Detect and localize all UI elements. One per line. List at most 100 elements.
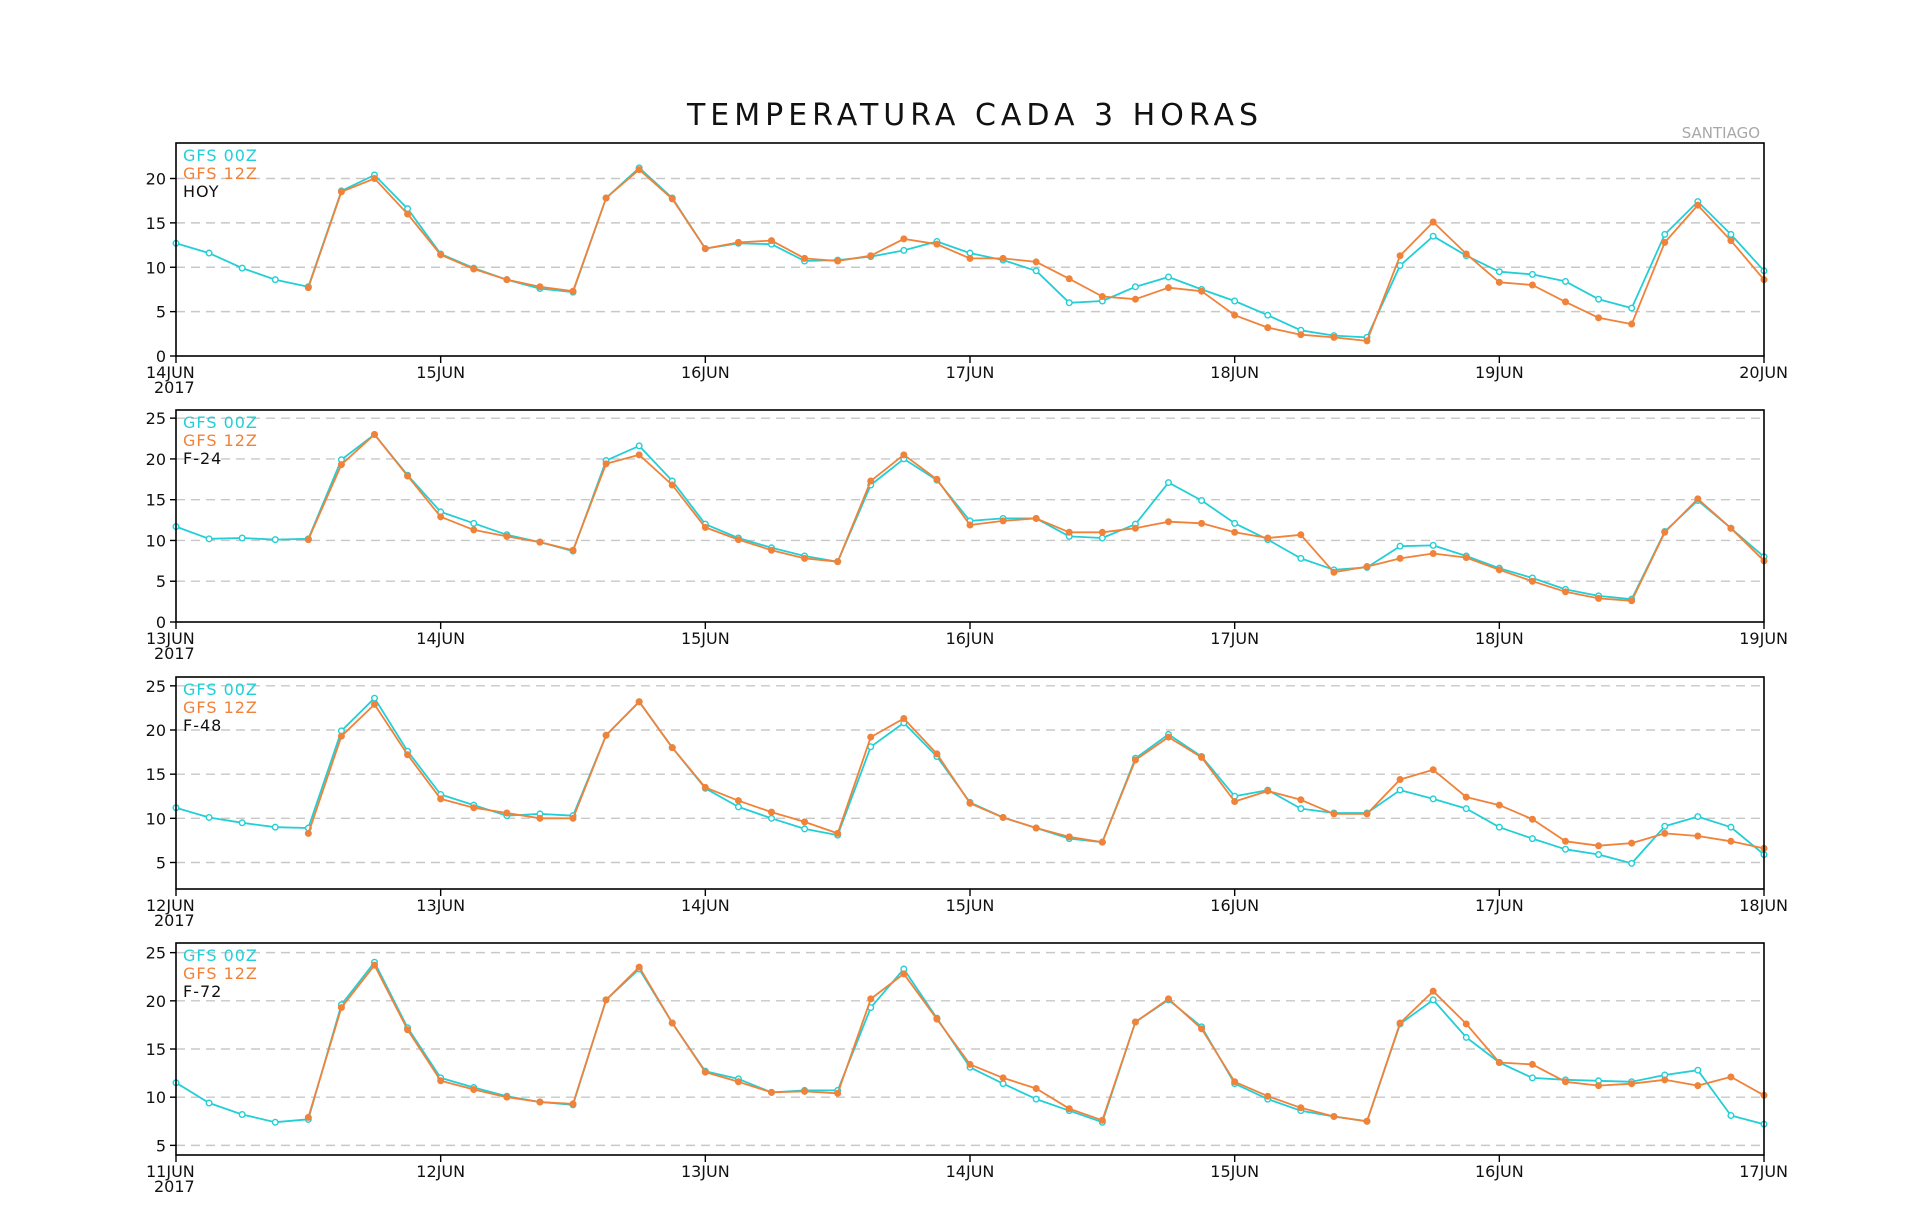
data-point-gfs-00z: [205, 249, 213, 257]
data-point-gfs-12z: [701, 523, 709, 531]
data-point-gfs-12z: [801, 1087, 809, 1095]
data-point-gfs-12z: [668, 195, 676, 203]
y-tick-label: 10: [146, 258, 166, 277]
chart-panel-1: 0 5 10 15 20 14JUN 15JUN 16JUN 17JUN 18JUN 19JUN 20…: [146, 142, 1788, 397]
data-point-gfs-00z: [635, 442, 643, 450]
data-point-gfs-00z: [1065, 299, 1073, 307]
y-tick-label: 5: [156, 854, 166, 873]
data-point-gfs-12z: [1032, 824, 1040, 832]
data-point-gfs-12z: [371, 430, 379, 438]
data-point-gfs-00z: [1628, 304, 1636, 312]
x-tick-label: 18JUN: [1210, 363, 1259, 382]
data-point-gfs-12z: [1694, 1082, 1702, 1090]
legend-entry: GFS 00Z: [183, 413, 258, 432]
data-point-gfs-00z: [1396, 786, 1404, 794]
data-point-gfs-12z: [701, 1068, 709, 1076]
data-point-gfs-12z: [536, 283, 544, 291]
data-point-gfs-12z: [1561, 837, 1569, 845]
data-point-gfs-12z: [304, 1113, 312, 1121]
data-point-gfs-00z: [1098, 534, 1106, 542]
data-point-gfs-12z: [1198, 1025, 1206, 1033]
data-point-gfs-12z: [1595, 1082, 1603, 1090]
location-label: SANTIAGO: [1682, 124, 1760, 142]
data-point-gfs-12z: [1131, 295, 1139, 303]
data-point-gfs-12z: [1131, 1018, 1139, 1026]
data-point-gfs-12z: [602, 996, 610, 1004]
data-point-gfs-12z: [1429, 550, 1437, 558]
x-tick-label: 13JUN: [146, 629, 195, 648]
data-point-gfs-12z: [371, 700, 379, 708]
data-point-gfs-00z: [205, 813, 213, 821]
data-point-gfs-12z: [1131, 524, 1139, 532]
chart-panels: 0 5 10 15 20 14JUN 15JUN 16JUN 17JUN 18JUN 19JUN 20…: [146, 142, 1788, 1196]
data-point-gfs-00z: [271, 536, 279, 544]
data-point-gfs-12z: [1198, 753, 1206, 761]
data-point-gfs-12z: [966, 254, 974, 262]
series-line-gfs-00z: [175, 961, 1765, 1126]
data-point-gfs-12z: [569, 287, 577, 295]
data-point-gfs-12z: [999, 813, 1007, 821]
data-point-gfs-12z: [1429, 766, 1437, 774]
data-point-gfs-12z: [371, 174, 379, 182]
data-point-gfs-12z: [867, 477, 875, 485]
y-tick-label: 15: [146, 1040, 166, 1059]
data-point-gfs-12z: [437, 251, 445, 259]
data-point-gfs-12z: [1231, 798, 1239, 806]
data-point-gfs-12z: [437, 1077, 445, 1085]
data-point-gfs-00z: [1429, 795, 1437, 803]
data-point-gfs-12z: [734, 238, 742, 246]
data-point-gfs-12z: [900, 235, 908, 243]
data-point-gfs-12z: [1396, 252, 1404, 260]
data-point-gfs-12z: [1694, 201, 1702, 209]
data-point-gfs-12z: [1363, 810, 1371, 818]
data-point-gfs-12z: [602, 194, 610, 202]
y-tick-label: 20: [146, 450, 166, 469]
data-point-gfs-12z: [1396, 775, 1404, 783]
data-point-gfs-12z: [1727, 524, 1735, 532]
data-point-gfs-00z: [205, 1099, 213, 1107]
data-point-gfs-12z: [1495, 566, 1503, 574]
data-point-gfs-12z: [1065, 833, 1073, 841]
plot-frame: [175, 942, 1765, 1156]
data-point-gfs-00z: [1032, 1095, 1040, 1103]
y-tick-label: 20: [146, 992, 166, 1011]
data-point-gfs-12z: [1628, 597, 1636, 605]
data-point-gfs-12z: [834, 257, 842, 265]
data-point-gfs-12z: [1396, 1019, 1404, 1027]
data-point-gfs-00z: [1297, 805, 1305, 813]
x-tick-label: 14JUN: [946, 1162, 995, 1181]
data-point-gfs-00z: [1661, 822, 1669, 830]
data-point-gfs-12z: [1528, 1060, 1536, 1068]
plot-frame: [175, 676, 1765, 890]
data-point-gfs-12z: [1661, 1076, 1669, 1084]
data-point-gfs-00z: [1032, 267, 1040, 275]
y-tick-label: 20: [146, 721, 166, 740]
panel-label: F-48: [183, 716, 222, 735]
data-point-gfs-12z: [867, 252, 875, 260]
data-point-gfs-12z: [1297, 331, 1305, 339]
data-point-gfs-12z: [1330, 1112, 1338, 1120]
data-point-gfs-00z: [734, 803, 742, 811]
data-point-gfs-12z: [1363, 563, 1371, 571]
data-point-gfs-12z: [668, 1019, 676, 1027]
x-tick-label: 16JUN: [1210, 896, 1259, 915]
data-point-gfs-00z: [1462, 805, 1470, 813]
data-point-gfs-00z: [238, 264, 246, 272]
data-point-gfs-12z: [1065, 1105, 1073, 1113]
data-point-gfs-12z: [999, 517, 1007, 525]
data-point-gfs-00z: [1429, 232, 1437, 240]
data-point-gfs-12z: [801, 554, 809, 562]
series-line-gfs-00z: [175, 697, 1765, 865]
data-point-gfs-12z: [304, 829, 312, 837]
data-point-gfs-12z: [1462, 1020, 1470, 1028]
data-point-gfs-12z: [635, 166, 643, 174]
data-point-gfs-00z: [1131, 283, 1139, 291]
y-tick-label: 5: [156, 303, 166, 322]
data-point-gfs-12z: [933, 750, 941, 758]
data-point-gfs-12z: [503, 809, 511, 817]
x-tick-label: 16JUN: [946, 629, 995, 648]
data-point-gfs-12z: [1363, 337, 1371, 345]
data-point-gfs-12z: [404, 472, 412, 480]
data-point-gfs-12z: [1727, 837, 1735, 845]
y-tick-label: 25: [146, 677, 166, 696]
